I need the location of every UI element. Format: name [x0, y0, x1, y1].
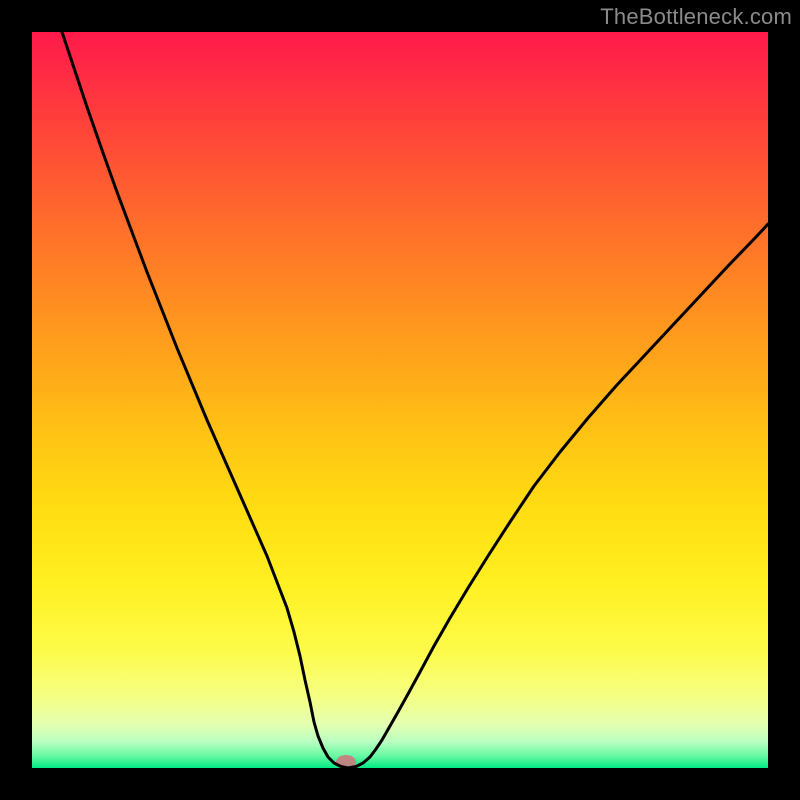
- plot-area: [32, 32, 768, 768]
- watermark-text: TheBottleneck.com: [600, 4, 792, 30]
